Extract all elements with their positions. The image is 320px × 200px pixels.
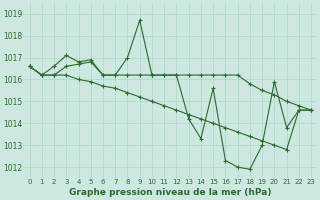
X-axis label: Graphe pression niveau de la mer (hPa): Graphe pression niveau de la mer (hPa) [69, 188, 272, 197]
